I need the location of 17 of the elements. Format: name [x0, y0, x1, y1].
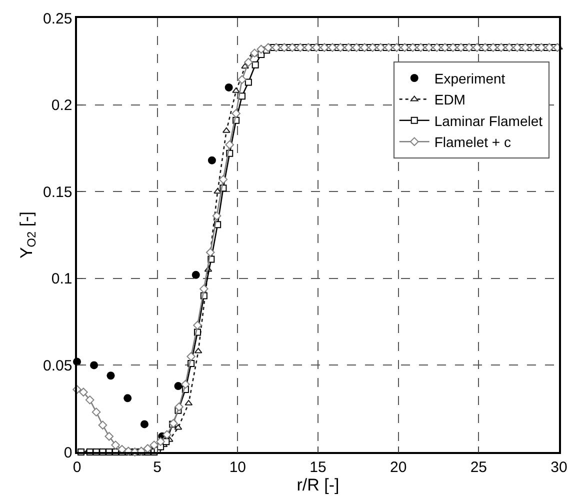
x-tick-label: 15 — [310, 458, 326, 476]
y-tick-label: 0 — [64, 444, 72, 462]
x-tick-label: 5 — [153, 458, 162, 476]
legend-label: EDM — [434, 92, 466, 108]
y-tick-label: 0.25 — [43, 10, 72, 28]
y-tick-label: 0.05 — [43, 357, 72, 374]
x-tick-label: 30 — [550, 458, 568, 476]
x-tick-label: 10 — [229, 458, 246, 476]
legend-label: Experiment — [434, 70, 506, 86]
legend-label: Flamelet + c — [434, 134, 511, 150]
y-tick-label: 0.1 — [51, 270, 72, 288]
y-tick-label: 0.2 — [51, 97, 72, 114]
x-axis-title: r/R [-] — [296, 476, 340, 495]
x-tick-label: 25 — [470, 458, 488, 476]
x-tick-label: 20 — [390, 458, 407, 476]
legend-label: Laminar Flamelet — [434, 112, 543, 129]
y-tick-label: 0.15 — [43, 184, 72, 201]
